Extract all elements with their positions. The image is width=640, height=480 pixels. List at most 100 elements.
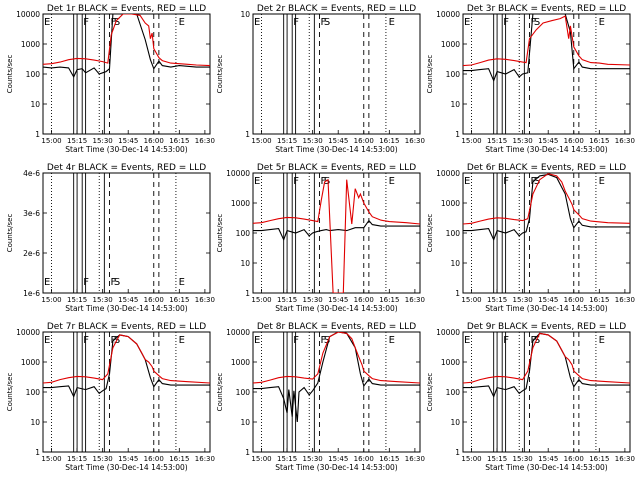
interval-marker-f: F [83, 17, 89, 28]
x-tick-label: 15:00 [251, 137, 271, 145]
series-lld-line [463, 332, 630, 384]
series-events-line [463, 14, 630, 83]
y-tick-label: 2e-6 [23, 249, 40, 258]
y-tick-label: 10000 [226, 328, 250, 337]
x-tick-label: 16:30 [405, 455, 425, 463]
series-events-line [253, 219, 420, 242]
x-tick-label: 15:30 [93, 455, 113, 463]
x-tick-label: 16:00 [564, 137, 584, 145]
panel-title: Det 1r BLACK = Events, RED = LLD [47, 4, 206, 14]
x-tick-label: 15:45 [118, 137, 138, 145]
y-tick-label: 10 [450, 418, 460, 427]
y-tick-label: 10 [240, 418, 250, 427]
y-tick-label: 100 [236, 229, 251, 238]
x-tick-label: 16:30 [615, 455, 635, 463]
x-tick-label: 15:30 [513, 455, 533, 463]
interval-marker-f: F [320, 176, 326, 187]
x-tick-label: 16:00 [564, 296, 584, 304]
interval-marker-s: S [534, 176, 540, 187]
x-tick-label: 16:30 [405, 296, 425, 304]
x-tick-label: 15:15 [277, 296, 297, 304]
series-lld-line [253, 332, 420, 384]
y-axis-label: Counts/sec [426, 55, 434, 94]
y-tick-label: 1 [35, 130, 40, 139]
x-tick-label: 15:00 [41, 296, 61, 304]
interval-marker-e: E [464, 335, 470, 346]
panel-title: Det 6r BLACK = Events, RED = LLD [467, 163, 626, 173]
y-tick-label: 1000 [441, 40, 460, 49]
interval-marker-f: F [320, 17, 326, 28]
y-tick-label: 1000 [231, 358, 250, 367]
panel-det1r: Det 1r BLACK = Events, RED = LLD Counts/s… [6, 4, 215, 154]
x-tick-label: 15:00 [461, 296, 481, 304]
y-axis-label: Counts/sec [216, 373, 224, 412]
x-tick-label: 16:30 [615, 137, 635, 145]
panel-det2r: Det 2r BLACK = Events, RED = LLD Counts/s… [216, 4, 425, 154]
interval-marker-e: E [179, 335, 185, 346]
interval-marker-e: E [179, 277, 185, 288]
series-lld-line [463, 15, 630, 67]
x-tick-label: 15:45 [538, 455, 558, 463]
panel-title: Det 5r BLACK = Events, RED = LLD [257, 163, 416, 173]
y-axis-label: Counts/sec [6, 373, 14, 412]
y-tick-label: 1000 [21, 40, 40, 49]
interval-marker-e: E [179, 17, 185, 28]
x-tick-label: 16:30 [195, 137, 215, 145]
series-events-line [253, 332, 420, 423]
x-tick-label: 16:00 [354, 455, 374, 463]
x-tick-label: 15:45 [328, 137, 348, 145]
x-tick-label: 15:45 [118, 296, 138, 304]
interval-marker-f: F [320, 335, 326, 346]
x-axis-label: Start Time (30-Dec-14 14:53:00) [65, 304, 187, 313]
x-axis-label: Start Time (30-Dec-14 14:53:00) [485, 304, 607, 313]
x-tick-label: 16:00 [144, 137, 164, 145]
interval-marker-e: E [254, 17, 260, 28]
y-tick-label: 10 [450, 100, 460, 109]
x-tick-label: 16:15 [379, 455, 399, 463]
x-tick-label: 15:00 [41, 455, 61, 463]
y-tick-label: 10000 [436, 328, 460, 337]
x-tick-label: 15:45 [118, 455, 138, 463]
interval-marker-f: F [83, 335, 89, 346]
interval-marker-e: E [44, 277, 50, 288]
x-tick-label: 15:30 [303, 137, 323, 145]
series-lld-line [43, 334, 210, 384]
interval-marker-f: F [503, 176, 509, 187]
y-axis-label: Counts/sec [426, 373, 434, 412]
y-tick-label: 100 [26, 70, 41, 79]
interval-marker-e: E [254, 176, 260, 187]
x-tick-label: 16:30 [195, 455, 215, 463]
x-tick-label: 15:15 [487, 455, 507, 463]
y-tick-label: 10 [30, 100, 40, 109]
x-tick-label: 16:15 [589, 296, 609, 304]
x-tick-label: 15:15 [67, 137, 87, 145]
interval-marker-f: F [110, 277, 116, 288]
panel-grid: Det 1r BLACK = Events, RED = LLD Counts/s… [6, 4, 635, 472]
series-lld-line [253, 178, 420, 293]
y-tick-label: 1e-6 [23, 289, 40, 298]
x-tick-label: 16:00 [354, 296, 374, 304]
interval-marker-e: E [44, 335, 50, 346]
y-axis-label: Counts/sec [216, 55, 224, 94]
interval-marker-s: S [534, 335, 540, 346]
interval-marker-e: E [254, 335, 260, 346]
x-tick-label: 16:30 [405, 137, 425, 145]
x-tick-label: 15:15 [487, 137, 507, 145]
x-tick-label: 15:45 [538, 296, 558, 304]
x-tick-label: 15:45 [328, 455, 348, 463]
y-tick-label: 1 [455, 448, 460, 457]
y-tick-label: 10000 [16, 10, 40, 19]
x-axis-label: Start Time (30-Dec-14 14:53:00) [65, 463, 187, 472]
interval-marker-s: S [114, 277, 120, 288]
interval-marker-e: E [464, 17, 470, 28]
y-tick-label: 10 [450, 259, 460, 268]
y-tick-label: 100 [446, 70, 461, 79]
interval-marker-e: E [389, 335, 395, 346]
y-axis-label: Counts/sec [216, 214, 224, 253]
x-tick-label: 15:15 [67, 296, 87, 304]
x-tick-label: 16:30 [195, 296, 215, 304]
x-tick-label: 16:00 [564, 455, 584, 463]
series-events-line [43, 14, 210, 79]
panel-title: Det 7r BLACK = Events, RED = LLD [47, 322, 206, 332]
interval-marker-e: E [599, 335, 605, 346]
